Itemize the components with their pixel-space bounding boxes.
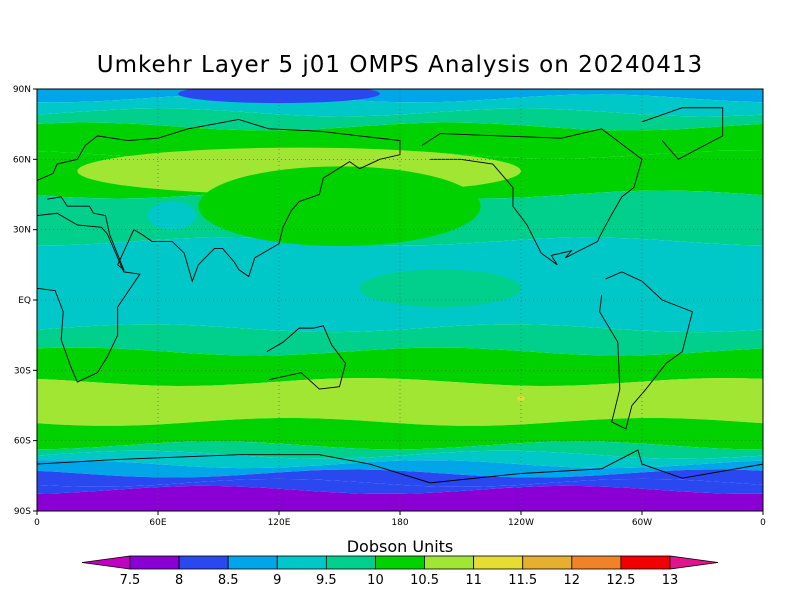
contour-southern-11.5-spot	[516, 396, 526, 401]
map-title: Umkehr Layer 5 j01 OMPS Analysis on 2024…	[96, 52, 704, 78]
colorbar-label: 13	[662, 573, 679, 588]
colorbar-segment	[178, 555, 229, 570]
colorbar-segment	[276, 555, 327, 570]
colorbar-label: 9.5	[316, 573, 337, 588]
contour-band	[37, 485, 763, 511]
coastline	[37, 119, 401, 283]
lon-tick-label: 120E	[268, 518, 291, 528]
colorbar-label: 12	[564, 573, 581, 588]
lat-tick-label: 30S	[14, 366, 31, 376]
lon-tick-label: 120W	[508, 518, 534, 528]
coastline	[266, 325, 347, 390]
colorbar-segment	[571, 555, 622, 570]
colorbar-segment	[424, 555, 475, 570]
colorbar-label: 7.5	[120, 573, 141, 588]
colorbar-segment	[522, 555, 573, 570]
coastline	[599, 271, 693, 430]
contour-pacific-high-10.5	[198, 166, 481, 247]
gridlines	[37, 89, 763, 511]
lat-tick-label: EQ	[18, 296, 31, 306]
lat-tick-label: 30N	[13, 226, 31, 236]
coastline	[37, 212, 141, 383]
colorbar: 7.5 8 8.5 9 9.5 10 10.5 11 11.5 12 12.5 13	[81, 555, 719, 588]
colorbar-segment	[227, 555, 278, 570]
colorbar-label: 11.5	[508, 573, 537, 588]
lat-tick-label: 60N	[13, 155, 31, 165]
coastline	[641, 107, 724, 160]
colorbar-label: 11	[465, 573, 482, 588]
lat-tick-label: 90S	[14, 507, 31, 517]
contour-band	[37, 108, 763, 131]
colorbar-title: Dobson Units	[346, 537, 454, 556]
colorbar-label: 10.5	[410, 573, 439, 588]
colorbar-segment	[669, 555, 719, 570]
coastline	[37, 449, 763, 484]
contour-band	[37, 478, 763, 494]
coastlines	[37, 107, 763, 484]
colorbar-label: 8	[175, 573, 183, 588]
lon-tick-label: 0	[34, 518, 40, 528]
lon-tick-label: 180	[391, 518, 408, 528]
contour-band	[37, 460, 763, 478]
colorbar-segment	[325, 555, 376, 570]
lon-tick-label: 0	[760, 518, 766, 528]
colorbar-label: 8.5	[218, 573, 239, 588]
colorbar-label: 10	[367, 573, 384, 588]
lat-tick-label: 60S	[14, 437, 31, 447]
lat-tick-label: 90N	[13, 85, 31, 95]
colorbar-label: 12.5	[606, 573, 635, 588]
contour-asia-low-9.5	[147, 201, 197, 230]
colorbar-segment	[81, 555, 131, 570]
contour-pacific-eq-10	[359, 269, 521, 308]
lon-tick-label: 60W	[632, 518, 652, 528]
contour-band	[37, 347, 763, 387]
colorbar-segment	[620, 555, 671, 570]
contour-arctic-low-8.5	[178, 89, 380, 104]
coastline	[421, 128, 643, 266]
contour-band	[37, 324, 763, 356]
colorbar-segment	[473, 555, 524, 570]
colorbar-segment	[129, 555, 180, 570]
contour-band	[37, 441, 763, 459]
colorbar-segment	[375, 555, 425, 570]
lon-tick-label: 60E	[149, 518, 166, 528]
contour-band	[37, 469, 763, 487]
colorbar-label: 9	[273, 573, 281, 588]
